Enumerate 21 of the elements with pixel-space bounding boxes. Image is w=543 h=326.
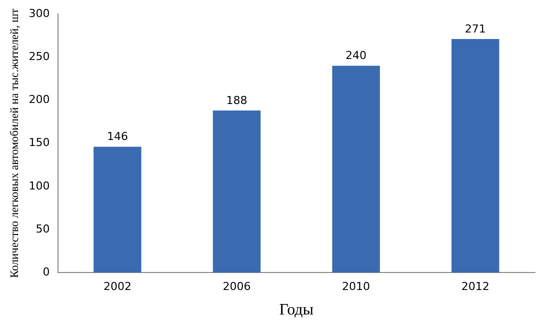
x-tick-label: 2010 [342,280,370,294]
y-axis-title: Количество легковых автомобилей на тыс.жителей, шт [8,8,21,278]
data-label: 271 [464,22,486,36]
bar [94,146,142,273]
y-tick-label: 100 [28,179,50,192]
data-label: 146 [106,130,128,144]
y-tick-label: 150 [28,136,50,150]
x-tick-label: 2012 [461,280,490,294]
y-tick-label: 50 [36,222,50,236]
y-tick-label: 200 [28,93,50,106]
x-tick-label: 2006 [222,280,251,294]
bar [212,110,261,273]
y-tick-label: 300 [28,6,50,20]
x-tick-label: 2002 [103,280,132,294]
data-label: 240 [346,49,367,62]
x-axis-title: Годы [279,302,314,319]
data-label: 188 [226,94,248,107]
bar [451,39,500,273]
y-tick-label: 0 [42,265,50,278]
y-tick-label: 250 [28,50,50,63]
bar [332,66,380,273]
